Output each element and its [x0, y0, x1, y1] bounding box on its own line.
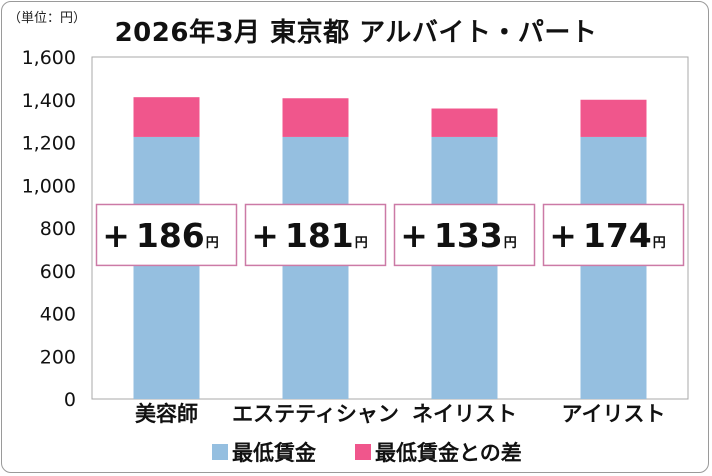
y-tick-label: 0: [64, 389, 76, 411]
bar-difference: [431, 108, 498, 137]
legend-swatch: [355, 444, 371, 460]
bar-difference: [133, 97, 200, 137]
unit-label: （単位：円）: [8, 11, 87, 26]
legend-swatch: [212, 444, 228, 460]
difference-label-box: [542, 203, 685, 267]
y-tick-label: 1,200: [22, 133, 76, 155]
difference-label: +181円: [244, 203, 387, 267]
chart-title: 2026年3月 東京都 アルバイト・パート: [114, 18, 598, 48]
bar-minimum-wage: [431, 136, 498, 399]
difference-label-box: [244, 203, 387, 267]
bar-minimum-wage: [133, 136, 200, 399]
difference-label-text: +186円: [102, 216, 219, 255]
difference-sign: +: [549, 216, 577, 255]
category-label: 美容師: [135, 402, 198, 426]
y-tick-label: 200: [40, 346, 76, 368]
difference-label-box: [393, 203, 536, 267]
category-label: ネイリスト: [412, 402, 517, 426]
bar-difference: [580, 99, 647, 137]
difference-unit: 円: [355, 236, 368, 251]
difference-label-box: [95, 203, 238, 267]
category-label: エステティシャン: [232, 402, 399, 426]
difference-sign: +: [400, 216, 428, 255]
legend: 最低賃金 最低賃金との差: [212, 441, 522, 465]
category-label: アイリスト: [562, 402, 666, 426]
y-tick-label: 600: [40, 261, 76, 283]
bar-minimum-wage: [282, 136, 349, 399]
difference-value: 174: [583, 216, 652, 255]
y-tick-label: 400: [40, 304, 76, 326]
difference-label: +174円: [542, 203, 685, 267]
plot-area: [91, 56, 689, 400]
difference-unit: 円: [504, 236, 517, 251]
y-tick-label: 1,600: [22, 47, 76, 69]
difference-value: 133: [434, 216, 503, 255]
bars: [133, 97, 647, 399]
legend-label: 最低賃金との差: [375, 441, 522, 465]
y-tick-label: 1,400: [22, 90, 76, 112]
bar-minimum-wage: [580, 136, 647, 399]
difference-label-text: +133円: [400, 216, 517, 255]
difference-value: 181: [285, 216, 354, 255]
difference-unit: 円: [653, 236, 666, 251]
difference-value: 186: [136, 216, 205, 255]
difference-label: +133円: [393, 203, 536, 267]
y-axis: 0 200 400 600 800 1,000 1,200 1,400 1,600: [22, 47, 76, 411]
difference-sign: +: [102, 216, 130, 255]
difference-sign: +: [251, 216, 279, 255]
difference-unit: 円: [206, 236, 219, 251]
y-tick-label: 800: [40, 218, 76, 240]
difference-label: +186円: [95, 203, 238, 267]
difference-labels: +186円 +181円 +133円 +174円: [95, 203, 685, 267]
bar-difference: [282, 98, 349, 137]
legend-label: 最低賃金: [232, 441, 317, 465]
difference-label-text: +174円: [549, 216, 666, 255]
x-axis: 美容師 エステティシャン ネイリスト アイリスト: [135, 402, 665, 426]
difference-label-text: +181円: [251, 216, 368, 255]
y-tick-label: 1,000: [22, 175, 76, 197]
